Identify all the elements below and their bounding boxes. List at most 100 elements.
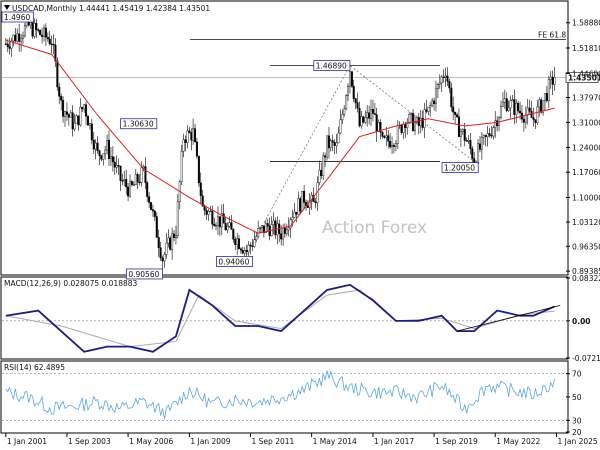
candle-body	[8, 46, 11, 49]
macd-panel	[0, 276, 569, 360]
candle-body	[318, 169, 321, 183]
x-axis-label: 1 Sep 2019	[435, 437, 478, 446]
candle-body	[62, 100, 65, 117]
candle-body	[85, 104, 88, 117]
candle-body	[65, 111, 68, 115]
candle-body	[199, 182, 202, 196]
candle-body	[50, 43, 53, 45]
candle-body	[331, 140, 334, 143]
rsi-line	[5, 369, 555, 420]
candle-body	[165, 242, 168, 255]
candle-body	[237, 238, 240, 249]
candle-body	[182, 139, 185, 152]
candle-body	[100, 155, 103, 160]
candle-body	[339, 119, 342, 134]
candle-body	[299, 198, 302, 212]
candle-body	[366, 112, 369, 118]
price-annotation-label: 1.4960	[4, 13, 30, 22]
candle-body	[452, 106, 455, 113]
candle-body	[127, 186, 130, 197]
price-axis-label: 1.51810	[572, 44, 600, 53]
candle-body	[379, 122, 382, 133]
candle-body	[494, 120, 497, 128]
candle-body	[348, 71, 351, 87]
candle-body	[423, 109, 426, 128]
candle-body	[326, 135, 329, 158]
candle-body	[224, 223, 227, 231]
moving-average-line	[5, 39, 555, 234]
candle-body	[438, 82, 441, 85]
candle-body	[243, 250, 246, 254]
candle-body	[434, 88, 437, 104]
candle-body	[117, 165, 120, 167]
candle-body	[184, 139, 187, 143]
candle-body	[492, 127, 495, 137]
rsi-axis-label: 70	[572, 370, 582, 379]
candle-body	[87, 116, 90, 126]
triangle-down-icon[interactable]	[4, 5, 10, 10]
candle-body	[41, 34, 44, 37]
candle-body	[329, 140, 332, 149]
candle-body	[232, 229, 235, 240]
candle-body	[153, 210, 156, 217]
candle-body	[375, 114, 378, 132]
candle-body	[517, 102, 520, 112]
candle-body	[23, 25, 26, 37]
candle-body	[203, 205, 206, 211]
candle-body	[239, 248, 242, 251]
candle-body	[161, 257, 164, 262]
candle-body	[247, 244, 250, 252]
candle-body	[148, 196, 151, 203]
price-axis-label: 1.24000	[572, 143, 600, 152]
candle-body	[440, 76, 443, 84]
candle-body	[46, 36, 49, 40]
candle-body	[169, 237, 172, 250]
candle-body	[257, 228, 260, 237]
candle-body	[96, 142, 99, 151]
candle-body	[77, 115, 80, 126]
candle-body	[354, 98, 357, 104]
candle-body	[125, 179, 128, 188]
candle-body	[345, 95, 348, 110]
candle-body	[433, 100, 436, 104]
candle-body	[146, 182, 149, 197]
candle-body	[303, 190, 306, 203]
candle-body	[356, 102, 359, 109]
candle-body	[461, 129, 464, 132]
candle-body	[457, 116, 460, 137]
price-axis-label: 1.10000	[572, 193, 600, 202]
candle-body	[186, 130, 189, 143]
candle-body	[499, 105, 502, 118]
candle-body	[88, 123, 91, 126]
candle-body	[245, 250, 248, 252]
candle-body	[333, 142, 336, 146]
price-axis-label: 1.44690	[572, 69, 600, 78]
candle-body	[197, 155, 200, 184]
candle-body	[194, 128, 197, 143]
candle-body	[81, 107, 84, 110]
price-axis-label: 1.58880	[572, 19, 600, 28]
candle-body	[364, 117, 367, 123]
macd-title: MACD(12,26,9) 0.028075 0.018883	[4, 279, 138, 288]
candle-body	[392, 145, 395, 147]
candle-body	[450, 87, 453, 108]
candle-body	[427, 106, 430, 112]
candle-body	[507, 107, 510, 111]
candle-body	[56, 60, 59, 88]
candle-body	[465, 140, 468, 142]
candle-body	[484, 135, 487, 137]
candle-body	[123, 179, 126, 182]
candle-body	[136, 174, 139, 183]
candle-body	[442, 76, 445, 78]
price-axis-label: 1.03120	[572, 218, 600, 227]
macd-trendline	[456, 305, 561, 332]
candle-body	[419, 118, 422, 126]
candle-body	[60, 96, 63, 101]
candle-body	[236, 238, 239, 245]
candle-body	[188, 130, 191, 133]
candle-body	[272, 220, 275, 225]
candle-body	[482, 135, 485, 138]
candle-body	[69, 112, 72, 118]
candle-body	[454, 111, 457, 115]
